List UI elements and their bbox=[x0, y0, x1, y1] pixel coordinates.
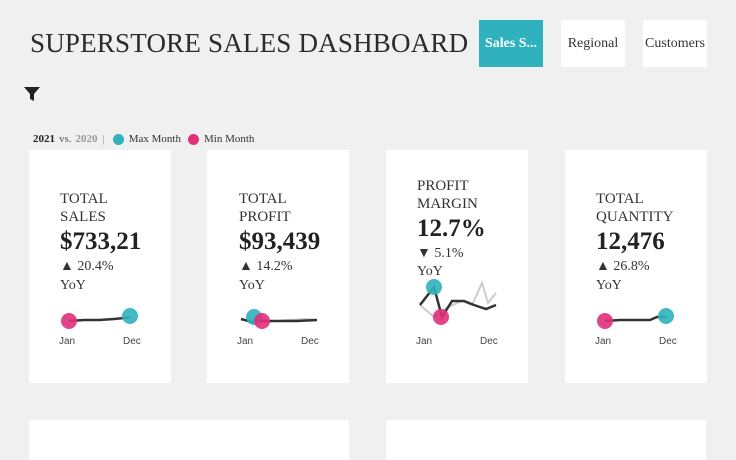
tab-sales-summary-label: Sales S... bbox=[484, 35, 538, 51]
min-month-marker bbox=[433, 309, 449, 325]
kpi-label: TOTAL QUANTITY bbox=[596, 190, 673, 226]
tab-regional[interactable]: Regional bbox=[561, 20, 625, 67]
kpi-yoy: YoY bbox=[239, 278, 265, 293]
kpi-yoy: YoY bbox=[417, 264, 443, 276]
sparkline-current bbox=[68, 315, 131, 323]
kpi-value: 12,476 bbox=[596, 228, 665, 255]
sparkline-current bbox=[604, 315, 666, 323]
axis-end-label: Dec bbox=[659, 336, 677, 347]
axis-start-label: Jan bbox=[237, 336, 254, 347]
legend-max-label: Max Month bbox=[128, 133, 181, 145]
kpi-yoy: YoY bbox=[60, 278, 86, 293]
kpi-label-line1: TOTAL bbox=[596, 191, 644, 207]
legend-prior-year: 2020 bbox=[75, 133, 98, 145]
kpi-label-line2: SALES bbox=[60, 209, 106, 225]
filter-icon[interactable] bbox=[23, 86, 41, 102]
tab-customers-label: Customers bbox=[645, 35, 705, 51]
kpi-label-line1: TOTAL bbox=[60, 191, 108, 207]
legend-min-label: Min Month bbox=[203, 133, 255, 145]
kpi-change: ▲ 20.4% bbox=[60, 259, 114, 274]
kpi-label-line2: MARGIN bbox=[417, 196, 478, 212]
kpi-label-line1: TOTAL bbox=[239, 191, 287, 207]
kpi-card-total-sales[interactable]: TOTAL SALES $733,21 ▲ 20.4% YoY Jan Dec bbox=[29, 150, 171, 383]
axis-end-label: Dec bbox=[480, 336, 498, 347]
kpi-label: TOTAL SALES bbox=[60, 190, 108, 226]
kpi-change: ▲ 26.8% bbox=[596, 259, 650, 274]
legend-current-year: 2021 bbox=[33, 133, 55, 145]
sparkline bbox=[419, 279, 497, 325]
axis-start-label: Jan bbox=[59, 336, 76, 347]
kpi-label-line2: QUANTITY bbox=[596, 209, 674, 225]
sparkline bbox=[61, 308, 138, 329]
kpi-change: ▼ 5.1% bbox=[417, 246, 464, 261]
min-month-marker bbox=[254, 313, 270, 329]
legend: 2021 vs. 2020 | Max Month Min Month bbox=[33, 133, 254, 145]
kpi-label-line2: PROFIT bbox=[239, 209, 291, 225]
tab-customers[interactable]: Customers bbox=[643, 20, 707, 67]
dashboard-title: SUPERSTORE SALES DASHBOARD bbox=[30, 28, 469, 58]
max-month-dot-icon bbox=[112, 133, 124, 145]
bottom-panel-left bbox=[29, 420, 349, 460]
axis-end-label: Dec bbox=[301, 336, 319, 347]
kpi-label-line1: PROFIT bbox=[417, 178, 469, 194]
kpi-card-total-profit[interactable]: TOTAL PROFIT $93,439 ▲ 14.2% YoY Jan Dec bbox=[207, 150, 349, 383]
min-month-marker bbox=[61, 313, 77, 329]
kpi-value: 12.7% bbox=[417, 215, 486, 242]
kpi-card-total-quantity[interactable]: TOTAL QUANTITY 12,476 ▲ 26.8% YoY Jan De… bbox=[565, 150, 707, 383]
axis-end-label: Dec bbox=[123, 336, 141, 347]
max-month-marker bbox=[426, 279, 442, 295]
bottom-panel-right bbox=[386, 420, 706, 460]
kpi-value: $93,439 bbox=[239, 228, 321, 255]
kpi-yoy: YoY bbox=[596, 278, 622, 293]
tab-sales-summary[interactable]: Sales S... bbox=[479, 20, 543, 67]
axis-start-label: Jan bbox=[595, 336, 612, 347]
kpi-card-profit-margin[interactable]: PROFIT MARGIN 12.7% ▼ 5.1% YoY Jan Dec bbox=[386, 150, 528, 383]
legend-separator: | bbox=[102, 133, 105, 145]
legend-vs: vs. bbox=[59, 133, 72, 145]
kpi-value: $733,21 bbox=[60, 228, 142, 255]
max-month-marker bbox=[658, 308, 674, 324]
axis-start-label: Jan bbox=[416, 336, 433, 347]
min-month-dot-icon bbox=[187, 133, 199, 145]
tab-regional-label: Regional bbox=[567, 35, 619, 51]
kpi-label: PROFIT MARGIN bbox=[417, 177, 478, 213]
max-month-marker bbox=[122, 308, 138, 324]
kpi-change: ▲ 14.2% bbox=[239, 259, 293, 274]
kpi-label: TOTAL PROFIT bbox=[239, 190, 291, 226]
sparkline bbox=[240, 309, 318, 329]
min-month-marker bbox=[597, 313, 613, 329]
sparkline bbox=[597, 308, 674, 329]
